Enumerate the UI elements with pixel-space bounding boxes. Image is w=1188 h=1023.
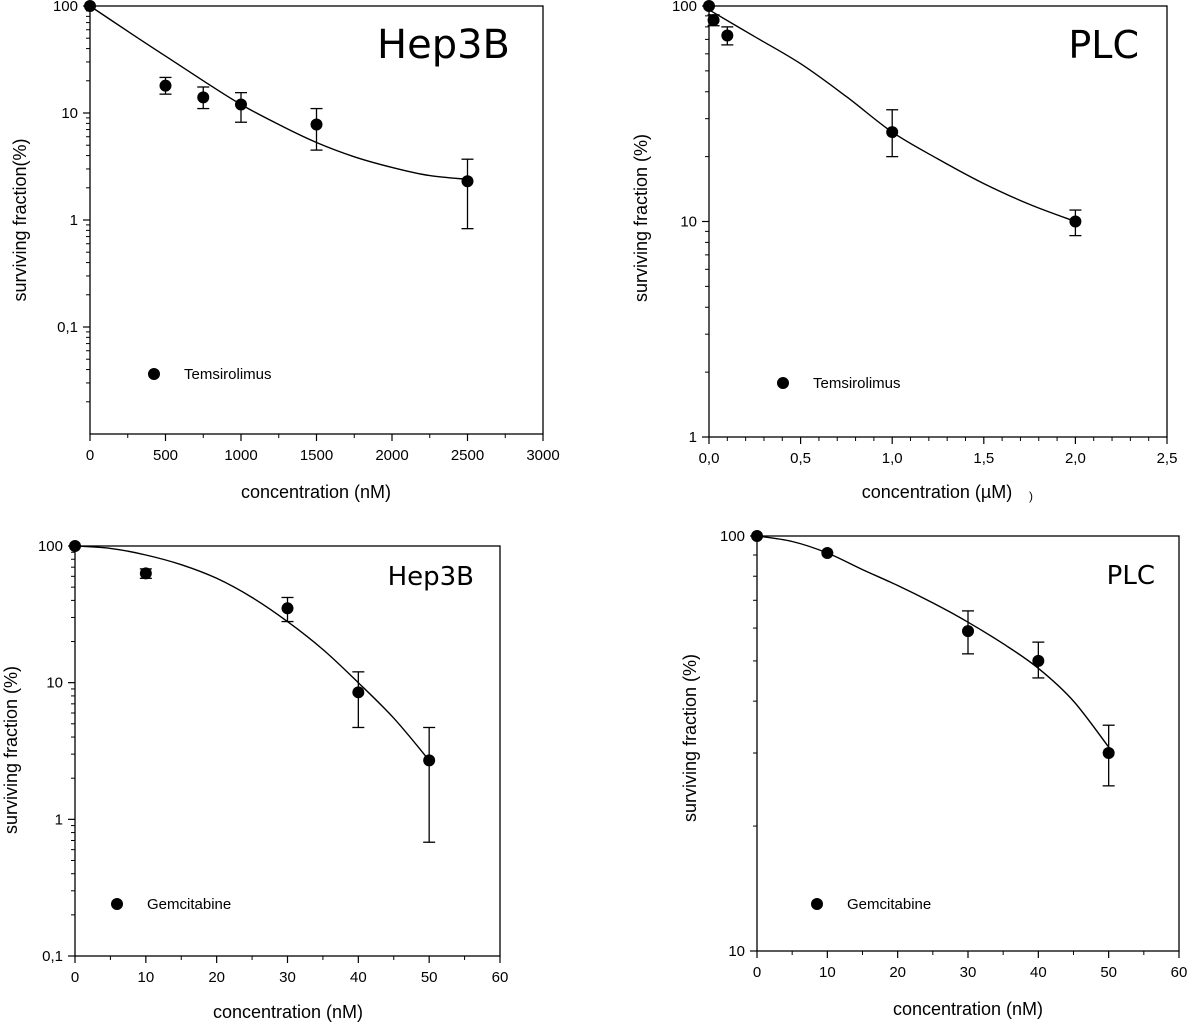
chart-panel-plc-gemcitabine: 0 10 20 30 40 50 60 100 10 concentration (nM) surv… [680, 528, 1187, 1019]
y-tick-label: 10 [61, 105, 78, 122]
data-point [235, 98, 247, 111]
data-point [1032, 654, 1045, 667]
x-tick-label: 2,0 [1065, 450, 1086, 467]
legend-marker [777, 377, 789, 389]
data-point [352, 686, 365, 699]
data-point [310, 118, 323, 131]
y-tick-label: 100 [53, 0, 78, 15]
data-point [197, 91, 210, 104]
chart-panel-hep3b-temsirolimus: 0 500 1000 1500 2000 2500 3000 100 10 1 0,1 concent… [10, 0, 560, 502]
x-tick-label: 1500 [300, 447, 333, 464]
x-tick-label: 0 [71, 969, 79, 986]
x-tick-label: 40 [1030, 964, 1047, 981]
data-point [423, 754, 436, 767]
y-tick-label: 1 [689, 429, 697, 446]
x-tick-label: 30 [279, 969, 296, 986]
panel-title: PLC [1107, 561, 1155, 591]
data-point [281, 602, 294, 615]
y-axis-label: surviving fraction(%) [10, 138, 30, 301]
x-tick-label: 2000 [375, 447, 408, 464]
x-tick-label: 2,5 [1157, 450, 1178, 467]
chart-panel-plc-temsirolimus: 0,0 0,5 1,0 1,5 2,0 2,5 100 10 1 concentration (µ… [631, 0, 1177, 503]
x-tick-label: 0 [86, 447, 94, 464]
x-tick-label: 30 [960, 964, 977, 981]
data-point [821, 546, 834, 559]
x-tick-label: 1000 [224, 447, 257, 464]
legend-marker [148, 368, 160, 380]
x-tick-label: 50 [421, 969, 438, 986]
x-axis-label: concentration (nM) [893, 999, 1043, 1019]
legend-label: Temsirolimus [813, 375, 901, 392]
data-point [69, 540, 81, 552]
panel-title: PLC [1068, 23, 1139, 67]
y-tick-label: 0,1 [57, 319, 78, 336]
x-axis-label-extra: ) [1029, 489, 1033, 503]
x-tick-label: 0,5 [790, 450, 811, 467]
fit-curve [89, 5, 468, 180]
y-axis-label: surviving fraction (%) [1, 666, 21, 834]
legend-label: Temsirolimus [184, 366, 272, 383]
chart-panel-hep3b-gemcitabine: 0 10 20 30 40 50 60 100 10 1 0,1 concentration (nM)… [1, 538, 508, 1022]
y-tick-label: 1 [55, 811, 63, 828]
data-point [1069, 215, 1082, 228]
data-point [461, 175, 474, 188]
x-tick-label: 500 [153, 447, 178, 464]
y-tick-label: 10 [46, 675, 63, 692]
legend-marker [111, 898, 123, 910]
x-tick-label: 10 [137, 969, 154, 986]
x-tick-label: 50 [1100, 964, 1117, 981]
plot-frame [756, 535, 1180, 952]
panel-title: Hep3B [377, 22, 510, 68]
x-tick-label: 40 [350, 969, 367, 986]
data-point [703, 0, 715, 12]
data-point [139, 567, 152, 580]
x-tick-label: 60 [1171, 964, 1188, 981]
y-tick-label: 100 [672, 0, 697, 15]
y-tick-label: 1 [70, 212, 78, 229]
data-point [721, 29, 734, 42]
y-axis-label: surviving fraction (%) [680, 654, 700, 822]
data-point [1102, 746, 1115, 759]
x-tick-label: 20 [889, 964, 906, 981]
data-point [84, 0, 96, 12]
data-point [751, 530, 763, 542]
legend-label: Gemcitabine [847, 896, 931, 913]
panel-title: Hep3B [388, 562, 474, 592]
y-tick-label: 10 [728, 943, 745, 960]
x-tick-label: 20 [208, 969, 225, 986]
data-point [886, 126, 899, 139]
data-point [159, 79, 172, 92]
data-point [707, 14, 720, 27]
x-tick-label: 0,0 [699, 450, 720, 467]
x-tick-label: 2500 [451, 447, 484, 464]
plot-frame [708, 5, 1168, 438]
legend-marker [811, 898, 823, 910]
y-axis-label: surviving fraction (%) [631, 134, 651, 302]
data-point [962, 625, 974, 638]
x-tick-label: 3000 [526, 447, 559, 464]
x-tick-label: 1,5 [973, 450, 994, 467]
x-axis-label: concentration (nM) [213, 1002, 363, 1022]
fit-curve [74, 545, 430, 761]
y-tick-label: 10 [680, 214, 697, 231]
x-tick-label: 1,0 [882, 450, 903, 467]
y-tick-label: 100 [720, 528, 745, 545]
legend-label: Gemcitabine [147, 896, 231, 913]
y-tick-label: 0,1 [42, 948, 63, 965]
y-tick-label: 100 [38, 538, 63, 555]
x-axis-label: concentration (nM) [241, 482, 391, 502]
x-tick-label: 10 [819, 964, 836, 981]
x-tick-label: 0 [753, 964, 761, 981]
x-tick-label: 60 [492, 969, 509, 986]
x-axis-label: concentration (µM) [862, 482, 1012, 502]
fit-curve [756, 535, 1110, 748]
